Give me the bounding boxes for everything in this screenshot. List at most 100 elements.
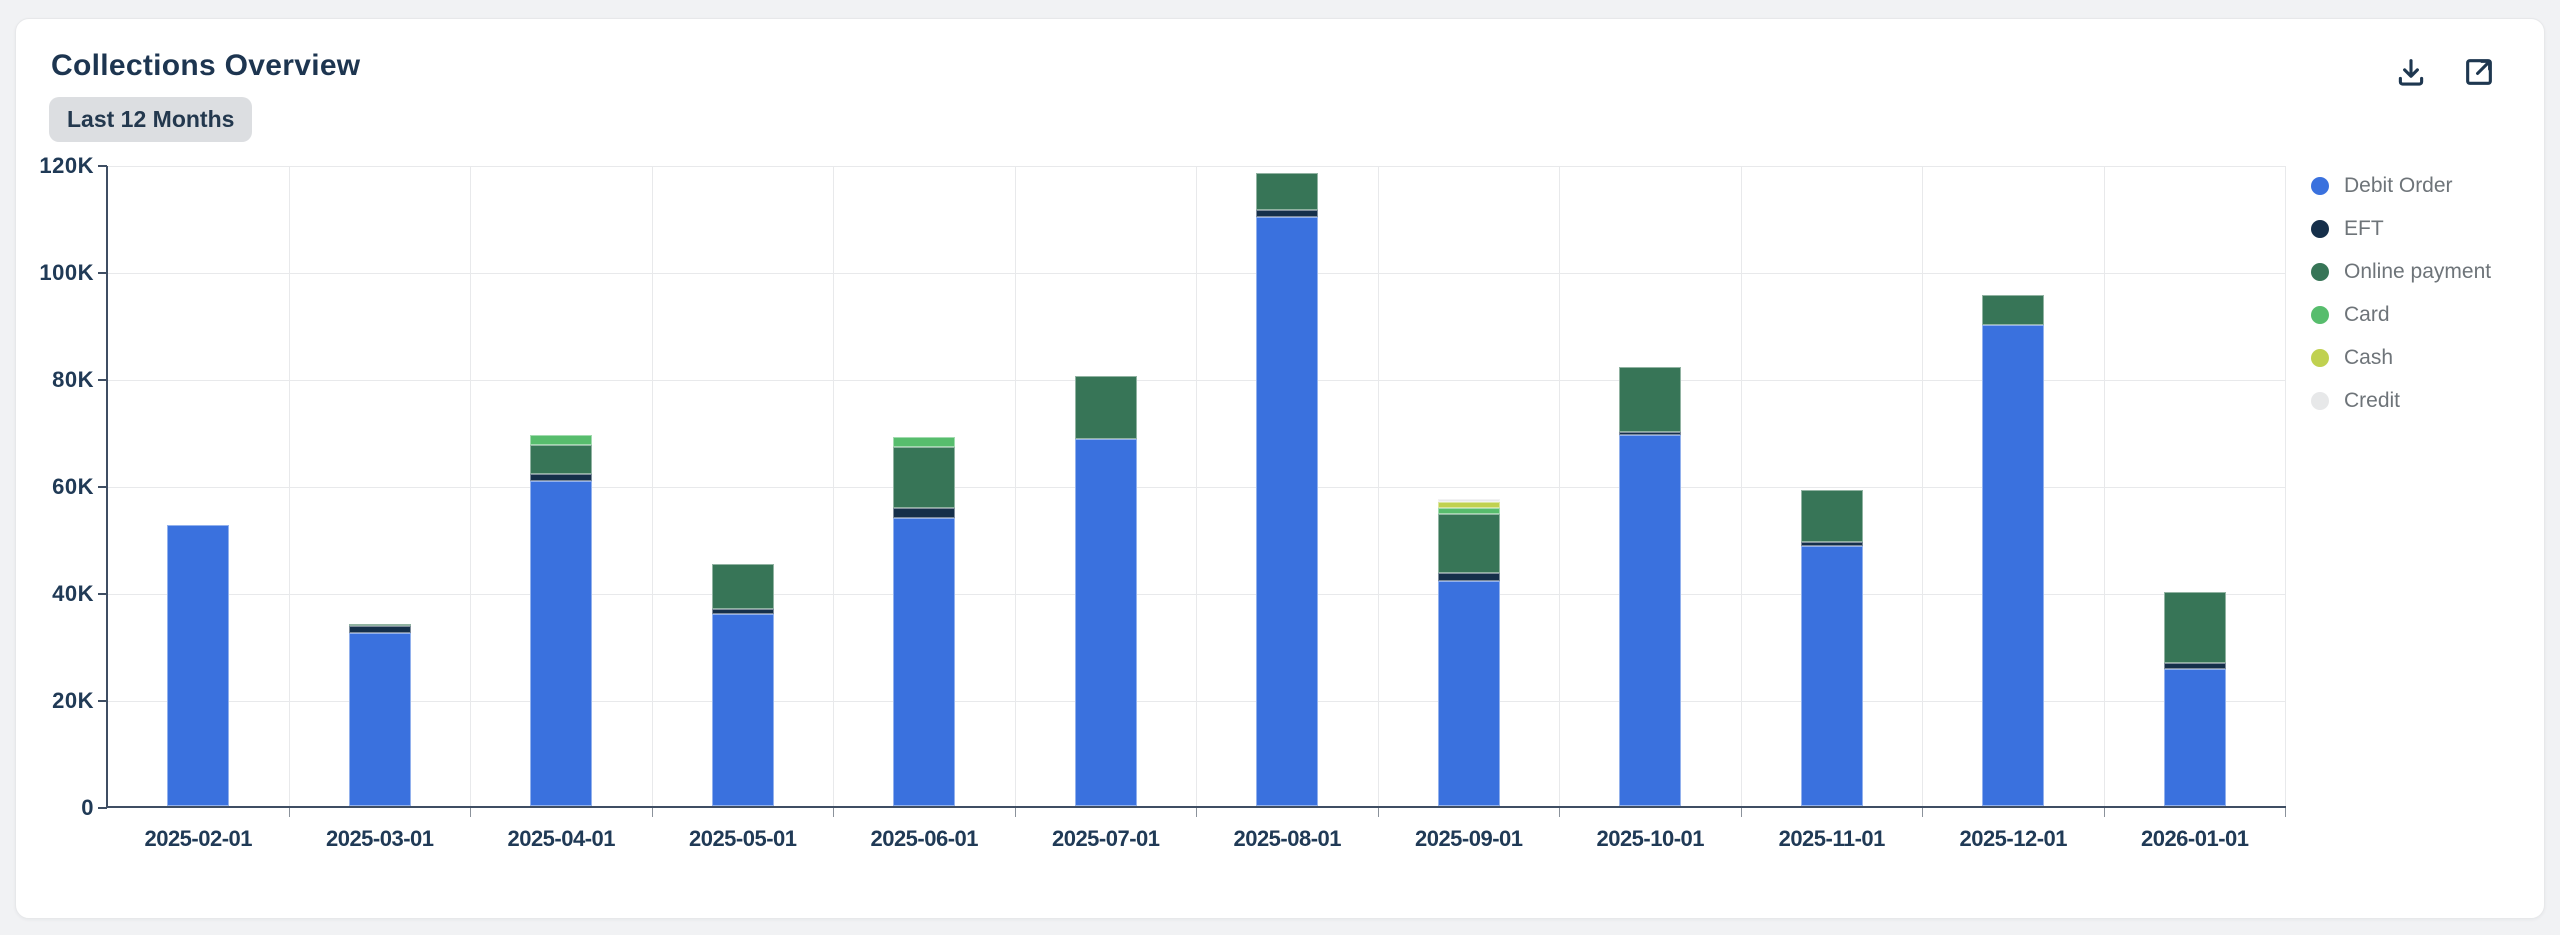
x-axis-label: 2025-11-01	[1778, 826, 1886, 851]
category-column: 2025-08-01	[1197, 166, 1379, 851]
legend-item-debit-order[interactable]: Debit Order	[2311, 174, 2491, 198]
x-axis-label: 2025-04-01	[507, 826, 616, 851]
x-axis-tick	[470, 808, 471, 817]
bar-segment-online-payment[interactable]	[1074, 375, 1137, 439]
open-external-icon[interactable]	[2462, 55, 2496, 89]
legend-item-cash[interactable]: Cash	[2311, 346, 2491, 370]
x-axis-label: 2025-08-01	[1233, 826, 1342, 851]
bar-segment-debit-order[interactable]	[1800, 546, 1863, 806]
x-axis-tick	[1196, 808, 1197, 817]
bar-segment-debit-order[interactable]	[1437, 580, 1500, 806]
category-column: 2025-12-01	[1923, 166, 2105, 851]
bar-segment-debit-order[interactable]	[2163, 669, 2226, 806]
bar-segment-debit-order[interactable]	[167, 525, 230, 806]
card-actions	[2394, 55, 2496, 89]
x-axis-tick	[651, 808, 653, 817]
x-axis-tick	[1922, 808, 1923, 817]
bar-segment-online-payment[interactable]	[1619, 366, 1682, 432]
bar-segment-online-payment[interactable]	[1982, 295, 2045, 326]
gridline	[108, 594, 2286, 595]
legend-swatch-icon	[2311, 177, 2329, 195]
bar-segment-debit-order[interactable]	[893, 518, 956, 806]
y-axis-label: 40K	[52, 581, 94, 606]
bar-segment-online-payment[interactable]	[711, 564, 774, 610]
bar-segment-card[interactable]	[1437, 507, 1500, 514]
stacked-bar-chart-plot-area: 0 20K 40K 60K 80K 100K 120K 2025-02-01 2025-03-…	[39, 153, 2286, 851]
bar-segment-eft[interactable]	[1437, 572, 1500, 581]
legend-item-eft[interactable]: EFT	[2311, 217, 2491, 241]
y-axis-label: 80K	[52, 367, 94, 392]
x-axis-label: 2026-01-01	[2140, 826, 2249, 851]
bar-stack	[1256, 173, 1319, 806]
y-axis-tick	[98, 379, 107, 381]
legend-item-card[interactable]: Card	[2311, 303, 2491, 327]
bar-segment-eft[interactable]	[1256, 210, 1319, 217]
bar-segment-online-payment[interactable]	[530, 444, 593, 474]
bar-segment-debit-order[interactable]	[530, 480, 593, 806]
gridline	[108, 701, 2286, 702]
bar-segment-cash[interactable]	[1437, 501, 1500, 508]
bar-stack	[711, 564, 774, 806]
x-axis-tick	[1014, 808, 1016, 817]
bar-segment-eft[interactable]	[893, 508, 956, 519]
bar-segment-eft[interactable]	[1800, 541, 1863, 546]
bar-segment-debit-order[interactable]	[1982, 325, 2045, 806]
bar-segment-eft[interactable]	[348, 625, 411, 634]
x-axis-tick	[2285, 808, 2286, 817]
x-axis-tick	[1740, 808, 1742, 817]
x-axis-tick	[833, 808, 834, 817]
bar-segment-online-payment[interactable]	[2163, 592, 2226, 664]
x-axis-label: 2025-06-01	[870, 826, 979, 851]
bar-stack	[1437, 498, 1500, 806]
bar-segment-debit-order[interactable]	[1619, 434, 1682, 806]
bar-stack	[348, 623, 411, 806]
bar-columns: 2025-02-01 2025-03-01 2025-04-01 2025-05-01…	[108, 166, 2286, 851]
bar-segment-online-payment[interactable]	[1256, 173, 1319, 211]
bar-segment-online-payment[interactable]	[1800, 489, 1863, 542]
legend-swatch-icon	[2311, 349, 2329, 367]
bar-segment-debit-order[interactable]	[348, 633, 411, 806]
x-axis-label: 2025-03-01	[325, 826, 434, 851]
bar-segment-eft[interactable]	[711, 609, 774, 614]
download-icon[interactable]	[2394, 55, 2428, 89]
bar-segment-online-payment[interactable]	[348, 623, 411, 626]
legend-item-online-payment[interactable]: Online payment	[2311, 260, 2491, 284]
bar-segment-credit[interactable]	[1437, 498, 1500, 502]
legend-swatch-icon	[2311, 306, 2329, 324]
bar-stack	[2163, 592, 2226, 806]
bar-segment-debit-order[interactable]	[711, 613, 774, 806]
bar-stack	[1619, 366, 1682, 806]
legend-item-credit[interactable]: Credit	[2311, 389, 2491, 413]
bar-segment-online-payment[interactable]	[893, 447, 956, 509]
bar-segment-card[interactable]	[893, 436, 956, 448]
y-axis-label: 20K	[52, 688, 94, 713]
bar-segment-card[interactable]	[530, 434, 593, 445]
bar-stack	[530, 434, 593, 806]
bar-stack	[1982, 295, 2045, 806]
x-axis-label: 2025-07-01	[1051, 826, 1160, 851]
bar-segment-online-payment[interactable]	[1437, 513, 1500, 573]
bar-segment-eft[interactable]	[530, 473, 593, 481]
y-axis-tick	[98, 807, 107, 809]
y-axis-tick	[98, 593, 107, 595]
y-axis-label: 100K	[39, 260, 94, 285]
category-column: 2025-05-01	[653, 166, 834, 851]
x-axis-label: 2025-05-01	[688, 826, 797, 851]
legend-label: Cash	[2344, 346, 2394, 369]
legend-swatch-icon	[2311, 392, 2329, 410]
gridline	[108, 273, 2286, 274]
legend-label: Online payment	[2344, 260, 2492, 283]
bar-stack	[1074, 375, 1137, 806]
bar-segment-debit-order[interactable]	[1256, 216, 1319, 806]
legend-label: EFT	[2344, 217, 2384, 240]
bar-segment-debit-order[interactable]	[1074, 439, 1137, 806]
x-axis-tick	[1559, 808, 1560, 817]
y-axis-label: 60K	[52, 474, 94, 499]
bar-segment-eft[interactable]	[2163, 663, 2226, 670]
category-column: 2025-04-01	[471, 166, 653, 851]
y-axis-tick	[98, 700, 107, 702]
chart-legend: Debit Order EFT Online payment Card Cash Cred…	[2311, 174, 2491, 413]
gridline	[108, 380, 2286, 381]
bar-segment-eft[interactable]	[1619, 431, 1682, 435]
legend-swatch-icon	[2311, 220, 2329, 238]
